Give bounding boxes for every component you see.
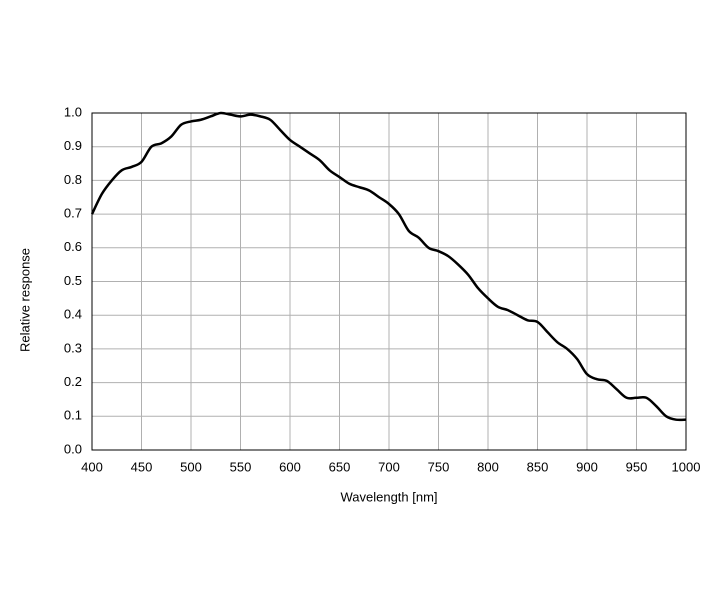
y-tick-label: 0.4 xyxy=(64,307,82,322)
y-tick-label: 0.5 xyxy=(64,273,82,288)
y-axis-label: Relative response xyxy=(17,248,32,352)
x-tick-label: 600 xyxy=(279,459,301,474)
plot-border xyxy=(91,112,687,451)
x-tick-label: 650 xyxy=(329,459,351,474)
y-tick-label: 0.7 xyxy=(64,206,82,221)
y-tick-label: 0.3 xyxy=(64,340,82,355)
x-tick-label: 450 xyxy=(131,459,153,474)
y-tick-label: 0.1 xyxy=(64,408,82,423)
x-tick-label: 900 xyxy=(576,459,598,474)
x-tick-label: 700 xyxy=(378,459,400,474)
x-axis-label: Wavelength [nm] xyxy=(340,489,437,504)
x-tick-label: 800 xyxy=(477,459,499,474)
x-tick-label: 1000 xyxy=(672,459,701,474)
x-tick-label: 500 xyxy=(180,459,202,474)
y-tick-label: 1.0 xyxy=(64,104,82,119)
x-tick-label: 850 xyxy=(527,459,549,474)
x-tick-label: 400 xyxy=(81,459,103,474)
y-tick-label: 0.9 xyxy=(64,138,82,153)
response-line xyxy=(90,111,687,422)
x-tick-label: 950 xyxy=(626,459,648,474)
x-tick-label: 550 xyxy=(230,459,252,474)
y-tick-label: 0.2 xyxy=(64,374,82,389)
y-tick-label: 0.0 xyxy=(64,441,82,456)
y-tick-label: 0.6 xyxy=(64,239,82,254)
y-tick-label: 0.8 xyxy=(64,172,82,187)
x-tick-label: 750 xyxy=(428,459,450,474)
